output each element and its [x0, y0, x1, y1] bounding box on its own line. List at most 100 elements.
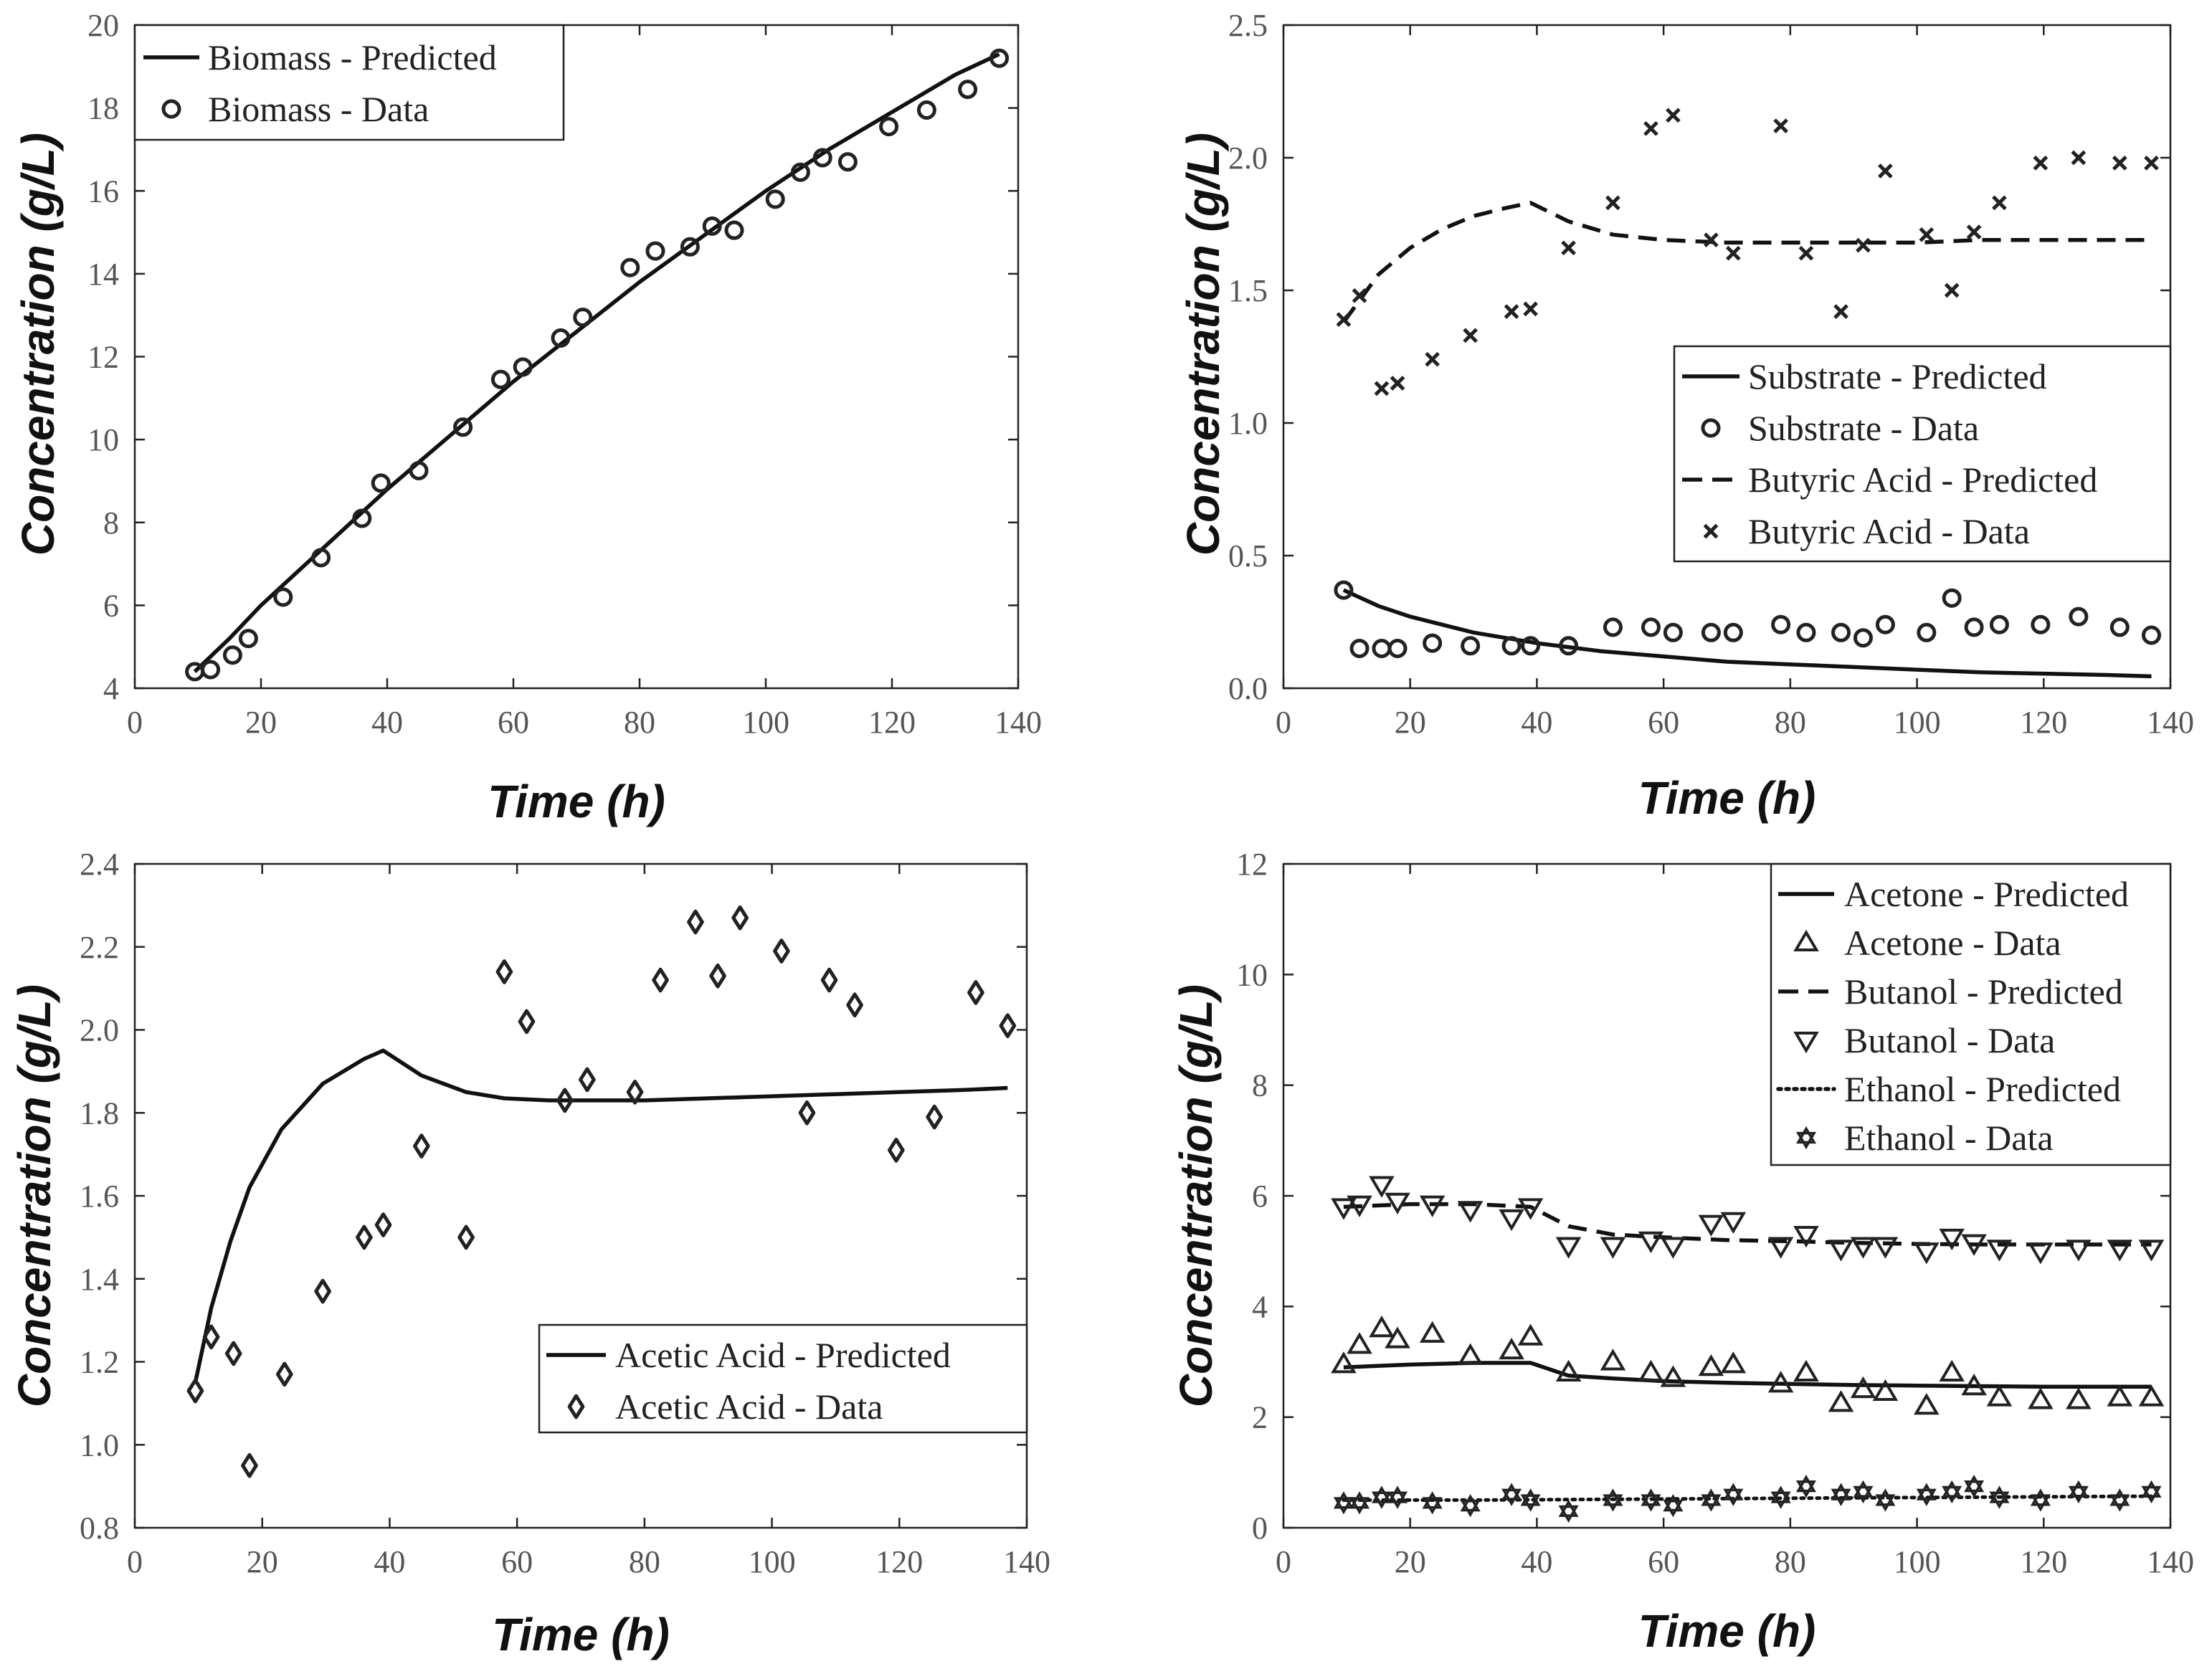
- data-point-butanol-data: [1914, 1242, 1940, 1265]
- data-point-substrate-data: [2069, 607, 2089, 627]
- data-point-acetic-acid-data: [626, 1079, 644, 1105]
- data-point-butyric-acid-data: [1919, 227, 1935, 242]
- data-point-biomass-data: [352, 508, 372, 528]
- data-point-butanol-data: [1369, 1176, 1395, 1198]
- data-point-butanol-data: [1347, 1195, 1372, 1217]
- data-point-ethanol-data: [1831, 1483, 1851, 1506]
- data-point-butyric-acid-data: [1390, 376, 1405, 391]
- data-point-ethanol-data: [1349, 1491, 1370, 1515]
- data-point-substrate-data: [2141, 625, 2161, 645]
- legend-marker-sample: [1701, 418, 1721, 438]
- y-tick-label: 1.8: [80, 1095, 119, 1131]
- data-point-butyric-acid-data: [1992, 195, 2007, 211]
- data-point-ethanol-data: [2030, 1488, 2051, 1512]
- x-tick-label: 100: [1894, 705, 1941, 740]
- data-point-substrate-data: [2031, 614, 2051, 634]
- data-point-acetic-acid-data: [374, 1212, 392, 1237]
- x-tick-label: 120: [875, 1544, 923, 1579]
- data-point-substrate-data: [1387, 639, 1408, 658]
- data-point-ethanol-data: [1460, 1493, 1481, 1518]
- data-point-biomass-data: [837, 152, 858, 172]
- data-point-butyric-acid-data: [1523, 301, 1538, 317]
- chart-panel-biomass: 0 20 40 60 80 100 120 140 4 6 8 10 12 14 16 18 20 Time (h…: [12, 8, 1042, 827]
- data-point-acetone-data: [1331, 1351, 1357, 1374]
- y-tick-label: 8: [1252, 1068, 1268, 1103]
- y-tick-label: 2: [1252, 1400, 1268, 1435]
- chart-panel-substrate-butyric: 0 20 40 60 80 100 120 140 0.0 0.5 1.0 1.5 2.0 2.5 Time…: [1177, 8, 2194, 824]
- data-point-butanol-data: [1793, 1226, 1819, 1248]
- data-point-substrate-data: [1641, 617, 1661, 637]
- data-point-acetic-acid-data: [518, 1009, 536, 1035]
- data-point-butanol-data: [1767, 1237, 1794, 1259]
- y-tick-label: 20: [87, 8, 119, 43]
- data-point-butanol-data: [1720, 1212, 1747, 1234]
- data-point-ethanol-data: [1422, 1491, 1443, 1515]
- data-point-substrate-data: [1853, 628, 1873, 648]
- y-tick-label: 1.5: [1228, 273, 1268, 308]
- data-point-substrate-data: [1461, 636, 1481, 656]
- data-point-butyric-acid-data: [1352, 288, 1367, 303]
- data-point-acetone-data: [1720, 1351, 1747, 1374]
- data-point-acetic-acid-data: [186, 1378, 204, 1404]
- data-point-butyric-acid-data: [1666, 108, 1681, 123]
- x-tick-label: 140: [995, 705, 1042, 740]
- data-point-acetone-data: [1369, 1315, 1395, 1338]
- chart-panel-acetic: 0 20 40 60 80 100 120 140 0.8 1.0 1.2 1.4 1.6 1.8 2.0 2…: [9, 847, 1050, 1660]
- data-point-acetone-data: [1638, 1359, 1664, 1382]
- data-point-butanol-data: [2028, 1242, 2054, 1265]
- data-point-butyric-acid-data: [1725, 245, 1741, 261]
- data-point-butanol-data: [1499, 1209, 1524, 1232]
- data-point-butanol-data: [1600, 1237, 1626, 1259]
- y-axis-title: Concentration (g/L): [1177, 133, 1229, 556]
- data-point-acetic-acid-data: [495, 959, 513, 984]
- series-line-acetic-acid-predicted: [193, 1048, 1008, 1383]
- y-tick-label: 12: [87, 340, 119, 375]
- data-point-acetic-acid-data: [820, 967, 838, 993]
- y-tick-label: 0.0: [1228, 671, 1268, 706]
- series-line-butyric-acid-predicted: [1342, 201, 2152, 324]
- legend-marker-sample: [1703, 523, 1719, 539]
- y-axis-title: Concentration (g/L): [12, 133, 64, 556]
- data-point-ethanol-data: [1371, 1485, 1392, 1509]
- x-tick-label: 60: [501, 1544, 533, 1579]
- x-tick-label: 140: [2147, 705, 2194, 740]
- data-point-ethanol-data: [1641, 1488, 1661, 1512]
- data-point-biomass-data: [238, 629, 258, 649]
- data-point-acetone-data: [1698, 1354, 1724, 1376]
- legend: Acetic Acid - Predicted Acetic Acid - Dat…: [538, 1323, 1028, 1434]
- legend: Substrate - Predicted Substrate - Data But…: [1673, 345, 2172, 563]
- data-point-butanol-data: [1850, 1237, 1876, 1259]
- data-point-biomass-data: [453, 417, 473, 437]
- data-point-biomass-data: [765, 189, 785, 209]
- data-point-butyric-acid-data: [2071, 150, 2087, 166]
- data-point-ethanol-data: [1387, 1485, 1408, 1509]
- data-point-ethanol-data: [2141, 1480, 2162, 1503]
- data-point-butyric-acid-data: [1463, 328, 1478, 343]
- data-point-ethanol-data: [1558, 1499, 1579, 1523]
- data-point-substrate-data: [1372, 639, 1392, 658]
- x-tick-label: 0: [127, 1544, 143, 1579]
- x-tick-label: 0: [1276, 705, 1291, 740]
- data-point-substrate-data: [1989, 614, 2009, 634]
- data-point-acetic-acid-data: [202, 1324, 220, 1350]
- data-point-biomass-data: [812, 148, 832, 168]
- x-tick-label: 100: [749, 1544, 796, 1579]
- data-point-acetone-data: [1600, 1349, 1626, 1371]
- data-point-substrate-data: [1796, 622, 1816, 642]
- data-point-ethanol-data: [1942, 1480, 1962, 1503]
- data-point-butyric-acid-data: [1605, 195, 1620, 211]
- data-point-acetic-acid-data: [652, 967, 669, 993]
- data-point-butanol-data: [1698, 1214, 1724, 1237]
- legend-box: [1673, 345, 2172, 563]
- legend-box: [538, 1323, 1028, 1434]
- data-point-acetone-data: [1828, 1390, 1854, 1412]
- data-point-butanol-data: [1986, 1240, 2013, 1262]
- data-point-acetic-acid-data: [579, 1067, 596, 1093]
- data-point-ethanol-data: [1701, 1488, 1722, 1512]
- data-point-substrate-data: [1771, 614, 1791, 634]
- data-point-acetic-acid-data: [967, 980, 984, 1005]
- x-tick-label: 0: [127, 705, 143, 740]
- y-tick-label: 2.2: [80, 930, 119, 965]
- legend-entry: Butyric Acid - Predicted: [1748, 460, 2097, 500]
